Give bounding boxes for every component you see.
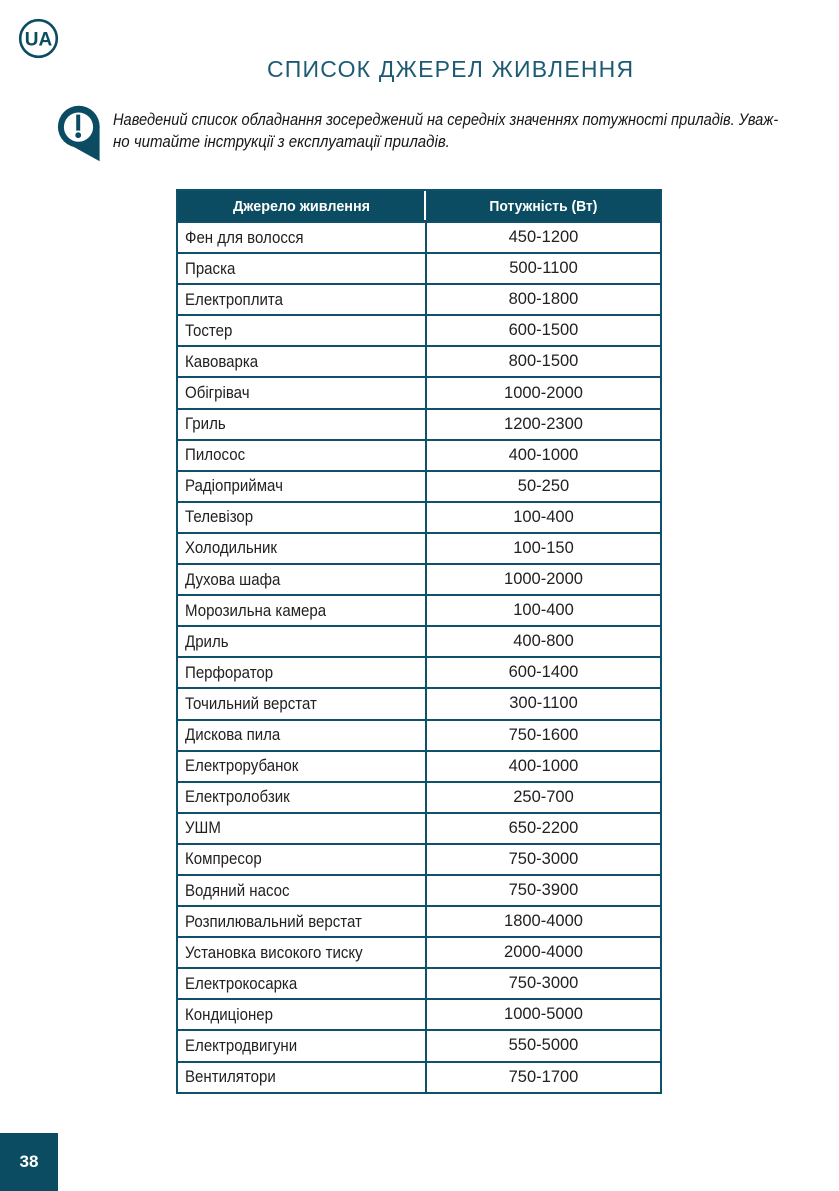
svg-text:UA: UA [25,29,53,50]
